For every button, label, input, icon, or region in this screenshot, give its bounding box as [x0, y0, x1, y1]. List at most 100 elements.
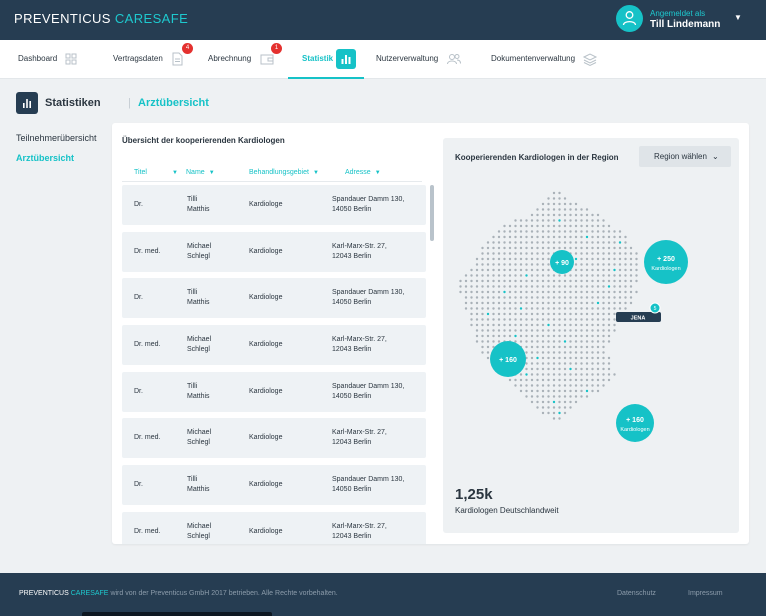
map-dot — [519, 378, 523, 382]
table-row[interactable]: Dr. Tilli Matthis Kardiologe Spandauer D… — [122, 372, 426, 412]
table-row[interactable]: Dr. med. Michael Schlegl Kardiologe Karl… — [122, 512, 426, 544]
map-dot — [547, 301, 550, 305]
tab-dokumentenverwaltung[interactable]: Dokumentenverwaltung — [491, 40, 601, 79]
map-bubble[interactable]: + 160 — [490, 341, 526, 377]
map-dot — [596, 241, 600, 244]
map-dot — [624, 246, 627, 250]
map-dot — [558, 230, 561, 233]
wallet-icon — [257, 49, 277, 69]
map-dot — [624, 263, 627, 266]
table-row[interactable]: Dr. med. Michael Schlegl Kardiologe Karl… — [122, 418, 426, 458]
footer-link-impressum[interactable]: Impressum — [688, 590, 723, 597]
user-menu[interactable]: Angemeldet als Till Lindemann ▼ — [616, 5, 756, 35]
map-dot — [530, 274, 534, 277]
map-dot — [552, 213, 556, 217]
table-row[interactable]: Dr. med. Michael Schlegl Kardiologe Karl… — [122, 232, 426, 272]
germany-dot-map[interactable]: + 90 + 250 Kardiologen + 160 + 160 Kardi… — [443, 178, 739, 478]
content-card: Übersicht der kooperierenden Kardiologen… — [112, 123, 749, 544]
page-subtitle: Arztübersicht — [138, 97, 209, 109]
map-dot — [530, 268, 534, 272]
map-dot — [558, 334, 561, 338]
map-dot — [536, 235, 539, 239]
map-dot — [541, 351, 545, 354]
map-dots — [459, 191, 638, 420]
map-dot — [602, 356, 605, 360]
city-marker[interactable]: JENA 5 — [616, 302, 661, 322]
map-dot — [607, 356, 611, 360]
map-bubble[interactable]: + 90 — [550, 250, 574, 274]
footer: PREVENTICUS CARESAFE wird von der Preven… — [0, 573, 766, 616]
map-dot — [613, 307, 616, 310]
tab-statistik[interactable]: Statistik — [288, 40, 364, 79]
map-dot — [613, 279, 616, 283]
map-dot — [536, 340, 539, 343]
map-dot — [591, 274, 594, 277]
map-dot — [580, 241, 583, 244]
tab-vertragsdaten[interactable]: Vertragsdaten 4 — [113, 40, 193, 79]
map-dot — [618, 263, 622, 266]
map-dot — [569, 208, 572, 211]
map-dot — [574, 395, 578, 398]
map-dot — [530, 400, 534, 404]
tab-label: Nutzerverwaltung — [376, 54, 439, 63]
map-dot — [508, 318, 512, 321]
map-dot — [536, 252, 539, 255]
map-dot — [541, 378, 545, 382]
map-dot — [486, 334, 490, 338]
map-dot — [486, 279, 490, 283]
map-dot — [574, 235, 578, 239]
scrollbar-thumb[interactable] — [430, 185, 434, 241]
map-dot — [547, 202, 550, 206]
table-row[interactable]: Dr. med. Michael Schlegl Kardiologe Karl… — [122, 325, 426, 365]
tab-dashboard[interactable]: Dashboard — [18, 40, 80, 79]
table-row[interactable]: Dr. Tilli Matthis Kardiologe Spandauer D… — [122, 278, 426, 318]
tab-abrechnung[interactable]: Abrechnung 1 — [208, 40, 288, 79]
map-dot — [530, 307, 534, 310]
map-dot — [574, 279, 578, 283]
table-row[interactable]: Dr. Tilli Matthis Kardiologe Spandauer D… — [122, 465, 426, 505]
map-dot — [525, 263, 528, 266]
map-dot — [492, 274, 495, 277]
map-dot — [552, 230, 556, 233]
map-dot — [613, 290, 616, 294]
map-dot — [470, 268, 473, 272]
footer-link-datenschutz[interactable]: Datenschutz — [617, 590, 656, 597]
sidenav-item-teilnehmeruebersicht[interactable]: Teilnehmerübersicht — [16, 133, 97, 143]
cell-area: Kardiologe — [249, 341, 283, 348]
map-bubble[interactable]: + 160 Kardiologen — [616, 404, 654, 442]
sidenav-item-arztuebersicht[interactable]: Arztübersicht — [16, 153, 75, 163]
map-dot — [475, 323, 479, 327]
app-logo[interactable]: PREVENTICUS CARESAFE — [14, 11, 188, 26]
map-dot — [602, 378, 605, 382]
map-dot — [547, 367, 550, 371]
sort-arrow-icon[interactable]: ▼ — [172, 170, 178, 176]
map-dot — [486, 356, 490, 360]
map-dot — [475, 274, 479, 277]
chevron-down-icon[interactable]: ▼ — [734, 13, 742, 22]
map-dot — [486, 285, 490, 288]
map-dot — [470, 290, 473, 294]
map-dot — [481, 334, 484, 338]
map-dot — [486, 268, 490, 272]
map-dot — [525, 285, 528, 288]
map-dot — [585, 351, 589, 354]
column-header-adresse[interactable]: Adresse ▼ — [345, 169, 381, 176]
map-dot — [481, 285, 484, 288]
map-dot — [547, 279, 550, 283]
table-row[interactable]: Dr. Tilli Matthis Kardiologe Spandauer D… — [122, 185, 426, 225]
table-scrollbar[interactable] — [430, 185, 434, 544]
map-dot — [613, 268, 616, 272]
map-bubble[interactable]: + 250 Kardiologen — [644, 240, 688, 284]
map-dot — [497, 340, 501, 343]
map-dot — [558, 406, 561, 409]
map-dot — [585, 301, 589, 305]
map-dot — [607, 224, 611, 228]
map-dot — [492, 312, 495, 316]
column-header-behandlungsgebiet[interactable]: Behandlungsgebiet ▼ — [249, 169, 319, 176]
map-dot — [569, 356, 572, 360]
region-select[interactable]: Region wählen ⌄ — [639, 146, 731, 167]
bar-chart-icon — [336, 49, 356, 69]
tab-nutzerverwaltung[interactable]: Nutzerverwaltung — [376, 40, 471, 79]
column-header-titel[interactable]: Titel — [134, 169, 147, 176]
column-header-name[interactable]: Name ▼ — [186, 169, 215, 176]
